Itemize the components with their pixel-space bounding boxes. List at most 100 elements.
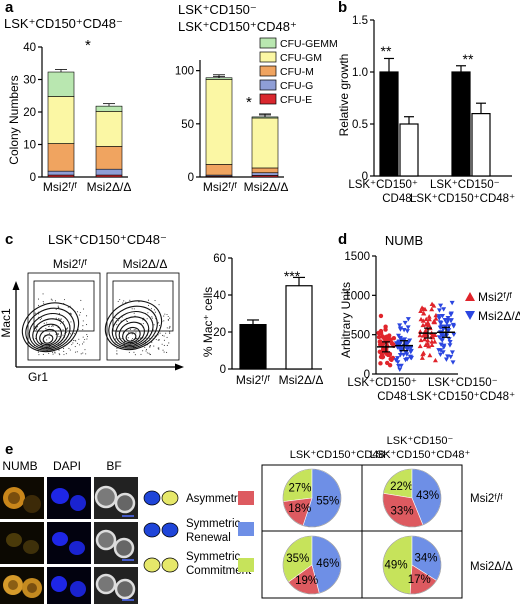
flow-event xyxy=(55,317,57,319)
flow-event xyxy=(147,312,149,314)
flow-event xyxy=(151,316,153,318)
flow-event xyxy=(153,309,155,311)
pie-label-green: 35% xyxy=(286,553,309,565)
flow-event xyxy=(62,334,64,336)
panel-a-right-xlabel-2: Msi2Δ/Δ xyxy=(244,180,289,194)
flow-event xyxy=(163,335,165,337)
dot-dd xyxy=(397,327,403,332)
flow-event xyxy=(70,321,72,323)
flow-event xyxy=(146,318,148,320)
flow-event xyxy=(63,299,66,301)
flow-event xyxy=(132,338,134,340)
flow-event xyxy=(167,319,169,321)
panel-a-left-tick-label: 0 xyxy=(30,172,36,184)
flow-event xyxy=(144,346,146,348)
flow-event xyxy=(117,320,120,322)
panel-d-tick-label: 500 xyxy=(351,330,370,342)
panel-a-left-tick-label: 30 xyxy=(23,75,36,87)
panel-c-xlabel-1: Msi2ᶠ/ᶠ xyxy=(236,373,270,387)
flow-event xyxy=(58,312,61,314)
key-swatch-green xyxy=(238,558,254,572)
dot-dd xyxy=(440,350,446,355)
dot-dd xyxy=(438,342,444,347)
panel-e: e NUMB DAPI BF xyxy=(0,435,513,604)
panel-d-axis: 0 500 1000 1500 xyxy=(344,251,458,381)
panel-a-left-tick-label: 20 xyxy=(23,107,36,119)
legend-swatch-g xyxy=(259,79,277,91)
flow-event xyxy=(37,298,40,300)
flow-event xyxy=(60,318,62,320)
flow-event xyxy=(120,320,122,322)
panel-c-flow-y-label: Mac1 xyxy=(0,308,13,338)
flow-event xyxy=(82,325,84,327)
dot-dd xyxy=(397,346,403,351)
key-asymmetric: Asymmetric xyxy=(186,493,246,505)
dot-dd xyxy=(448,318,454,323)
panel-c-flow-label-2: Msi2Δ/Δ xyxy=(123,257,168,271)
dot-ff xyxy=(376,334,382,340)
dot-dd xyxy=(439,334,445,339)
pie-outline xyxy=(382,468,442,528)
panel-d-legend-2: Msi2Δ/Δ xyxy=(478,309,520,323)
panel-c-flow-x-label: Gr1 xyxy=(28,370,48,384)
flow-event xyxy=(133,329,135,331)
flow-event xyxy=(58,353,60,355)
flow-event xyxy=(122,302,124,304)
bar-cfu-g xyxy=(251,172,279,176)
bar-cfu-gemm xyxy=(205,77,233,80)
flow-event xyxy=(54,300,57,302)
flow-event xyxy=(80,353,82,355)
panel-c-flow-label-1: Msi2ᶠ/ᶠ xyxy=(53,257,87,271)
panel-c-title: LSK⁺CD150⁺CD48⁻ xyxy=(48,232,167,247)
flow-event xyxy=(134,354,136,356)
bar-cfu-gm xyxy=(205,79,233,165)
flow-event xyxy=(135,338,137,340)
dot-ff xyxy=(429,306,435,312)
flow-event xyxy=(149,346,151,348)
flow-event xyxy=(162,334,164,336)
panel-c: c LSK⁺CD150⁺CD48⁻ Msi2ᶠ/ᶠ Msi2Δ/Δ Mac1 G… xyxy=(0,231,323,387)
flow-event xyxy=(69,349,71,351)
panel-b: b Relative growth 0 0.5 1.0 1.5 ** ** LSK⁺C… xyxy=(337,0,515,205)
legend-swatch-gm xyxy=(259,51,277,63)
pie-label-blue: 55% xyxy=(316,495,339,507)
dot-dd xyxy=(449,350,455,355)
flow-event xyxy=(140,353,142,355)
dot-ff xyxy=(423,328,429,333)
panel-d: d NUMB Arbitrary Units 0 500 1000 1500 Msi2… xyxy=(338,231,520,403)
dot-dd xyxy=(401,327,407,333)
panel-b-sig-2: ** xyxy=(463,51,474,67)
dot-ff xyxy=(383,327,388,332)
dot-dd xyxy=(397,352,403,358)
flow-event xyxy=(76,342,79,344)
flow-event xyxy=(116,347,118,349)
flow-event xyxy=(116,324,118,326)
flow-event xyxy=(84,338,86,341)
legend-label-m: CFU-M xyxy=(280,66,314,78)
flow-event xyxy=(154,300,156,302)
flow-event xyxy=(125,301,127,303)
panel-d-legend-1: Msi2ᶠ/ᶠ xyxy=(478,290,512,304)
dot-ff xyxy=(390,355,396,361)
micrographs xyxy=(0,477,138,604)
flow-plot-1 xyxy=(21,280,95,356)
flow-event xyxy=(38,313,40,315)
flow-event xyxy=(60,319,62,321)
flow-event xyxy=(76,351,78,353)
flow-event xyxy=(73,332,75,335)
flow-event xyxy=(82,329,84,331)
dot-dd xyxy=(405,317,411,322)
flow-event xyxy=(123,300,125,302)
flow-event xyxy=(162,349,164,351)
panel-a-left-xlabel-2: Msi2Δ/Δ xyxy=(87,180,132,194)
flow-event xyxy=(67,327,69,329)
flow-event xyxy=(116,350,118,352)
dot-dd xyxy=(401,352,407,358)
flow-event xyxy=(37,351,39,353)
flow-event xyxy=(79,314,81,316)
flow-event xyxy=(135,328,137,330)
panel-b-tick-label: 0.5 xyxy=(352,119,368,131)
pie-col-1-title: LSK⁺CD150⁺CD48⁻ xyxy=(290,449,391,461)
flow-event xyxy=(114,317,116,319)
flow-event xyxy=(40,330,42,332)
